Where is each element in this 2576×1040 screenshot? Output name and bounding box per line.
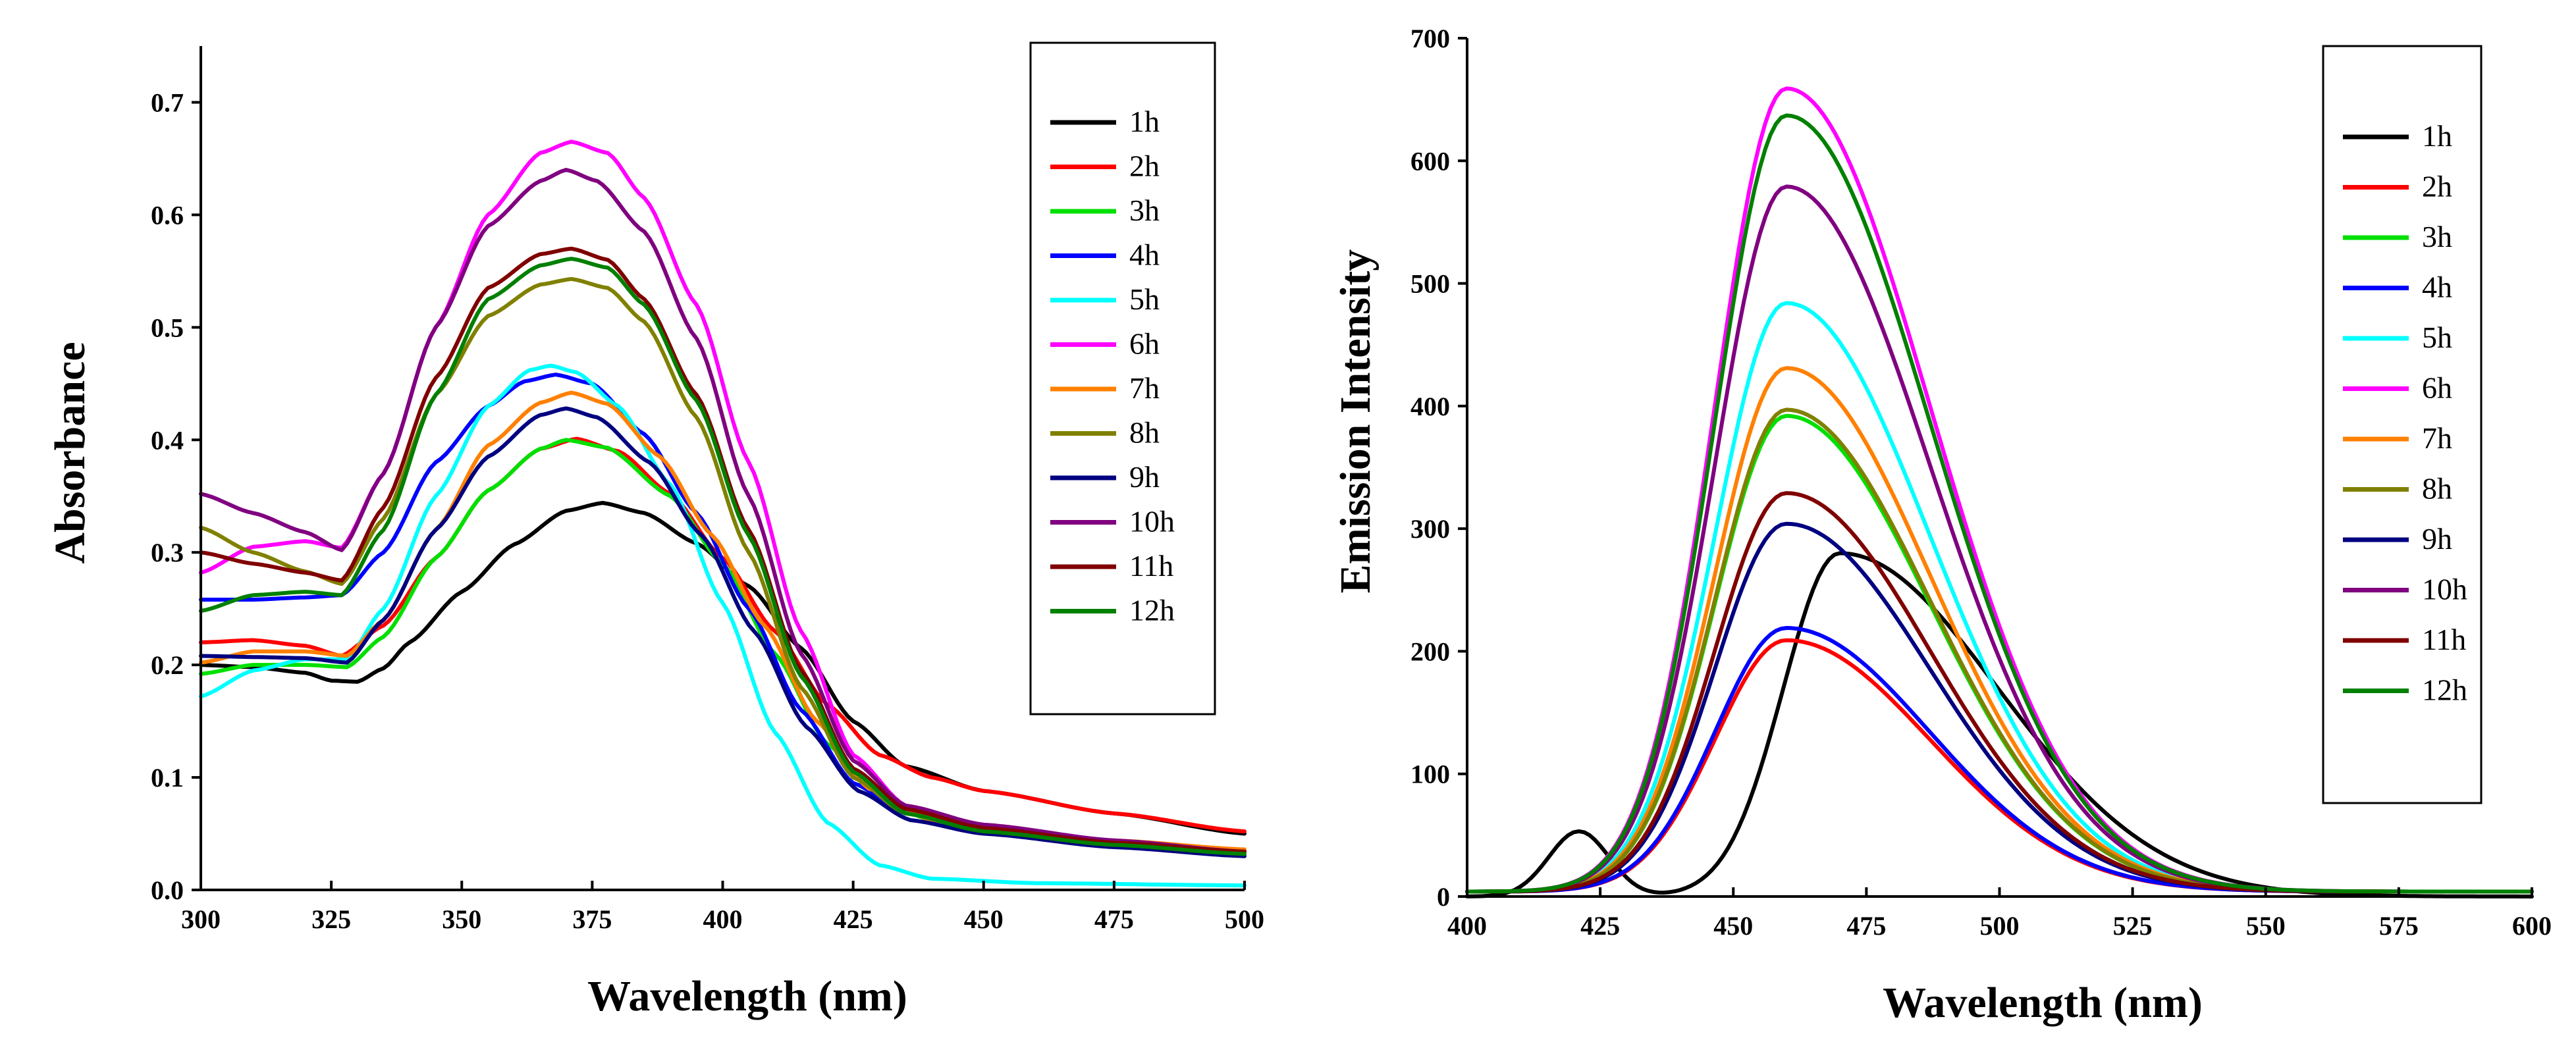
emission-legend-label-5h: 5h [2422, 321, 2452, 354]
emission-legend-box [2322, 45, 2482, 804]
absorbance-x-axis-title: Wavelength (nm) [587, 972, 907, 1020]
absorbance-x-tick-label: 300 [181, 904, 221, 934]
emission-chart: 400 425 450 475 500 525 550 575 600 0 100 200 300 400… [1331, 24, 2552, 1027]
absorbance-x-tick-label: 425 [834, 904, 873, 934]
absorbance-y-tick-label: 0.2 [151, 650, 184, 680]
emission-x-tick-label: 500 [1980, 911, 2020, 941]
emission-x-axis-title: Wavelength (nm) [1883, 979, 2203, 1027]
absorbance-series-5h [199, 363, 1247, 888]
emission-axes: 400 425 450 475 500 525 550 575 600 0 100 200 300 400… [1410, 24, 2552, 941]
emission-x-tick-label: 475 [1846, 911, 1886, 941]
emission-x-tick-label: 400 [1447, 911, 1487, 941]
emission-x-tick-label: 425 [1580, 911, 1620, 941]
emission-x-tick-label: 575 [2379, 911, 2419, 941]
emission-y-tick-label: 100 [1410, 760, 1450, 789]
absorbance-y-tick-label: 0.3 [151, 538, 184, 567]
emission-series [1465, 86, 2534, 898]
absorbance-legend-label-10h: 10h [1129, 505, 1175, 538]
emission-series-12h [1465, 113, 2534, 894]
absorbance-legend-label-11h: 11h [1129, 549, 1173, 583]
absorbance-legend-label-6h: 6h [1129, 327, 1160, 361]
absorbance-x-tick-label: 475 [1094, 904, 1134, 934]
emission-legend-label-9h: 9h [2422, 522, 2452, 556]
absorbance-x-tick-label: 325 [311, 904, 351, 934]
absorbance-legend-label-12h: 12h [1129, 594, 1175, 627]
emission-legend-label-12h: 12h [2422, 673, 2467, 707]
absorbance-legend-label-8h: 8h [1129, 416, 1160, 450]
absorbance-series [199, 140, 1247, 888]
emission-y-tick-label: 400 [1410, 392, 1450, 421]
absorbance-series-9h [199, 406, 1247, 858]
emission-legend-label-3h: 3h [2422, 220, 2452, 253]
absorbance-x-tick-label: 375 [572, 904, 612, 934]
emission-series-1h [1465, 551, 2534, 898]
emission-y-tick-label: 300 [1410, 514, 1450, 544]
emission-legend-label-8h: 8h [2422, 472, 2452, 506]
absorbance-x-tick-label: 400 [703, 904, 743, 934]
emission-legend: 1h 2h 3h 4h 5h 6h 7h 8h 9h 10h 11h 12h [2322, 45, 2482, 804]
absorbance-x-tick-label: 350 [442, 904, 481, 934]
absorbance-legend-label-2h: 2h [1129, 149, 1160, 183]
absorbance-y-tick-label: 0.5 [151, 313, 184, 342]
absorbance-y-tick-label: 0.4 [151, 425, 184, 455]
absorbance-legend-label-9h: 9h [1129, 460, 1160, 494]
absorbance-legend-label-5h: 5h [1129, 282, 1160, 316]
absorbance-series-12h [199, 257, 1247, 856]
absorbance-legend-label-4h: 4h [1129, 238, 1160, 272]
absorbance-y-tick-label: 0.0 [151, 875, 184, 905]
absorbance-y-tick-label: 0.7 [151, 88, 184, 117]
absorbance-legend: 1h 2h 3h 4h 5h 6h 7h 8h 9h 10h 11h 12h [1029, 41, 1216, 715]
emission-x-tick-label: 550 [2246, 911, 2286, 941]
emission-x-tick-label: 600 [2512, 911, 2552, 941]
absorbance-legend-box [1029, 41, 1216, 715]
emission-legend-label-7h: 7h [2422, 421, 2452, 455]
absorbance-x-tick-label: 450 [964, 904, 1004, 934]
emission-legend-label-2h: 2h [2422, 170, 2452, 203]
emission-legend-label-11h: 11h [2422, 623, 2466, 656]
absorbance-y-axis-title: Absorbance [46, 342, 94, 563]
emission-y-tick-label: 0 [1437, 882, 1450, 912]
emission-y-tick-label: 600 [1410, 146, 1450, 176]
emission-y-tick-label: 200 [1410, 637, 1450, 666]
emission-y-tick-label: 500 [1410, 269, 1450, 299]
absorbance-legend-label-1h: 1h [1129, 105, 1160, 138]
emission-legend-label-6h: 6h [2422, 371, 2452, 405]
emission-legend-label-10h: 10h [2422, 573, 2467, 606]
emission-legend-label-1h: 1h [2422, 119, 2452, 153]
emission-legend-label-4h: 4h [2422, 271, 2452, 304]
absorbance-y-tick-label: 0.1 [151, 763, 184, 793]
absorbance-x-tick-label: 500 [1225, 904, 1264, 934]
absorbance-series-10h [199, 168, 1247, 854]
absorbance-y-tick-label: 0.6 [151, 200, 184, 230]
absorbance-axes: 300 325 350 375 400 425 450 475 500 0.0 0.1 0.2 0.3 0… [151, 46, 1264, 934]
emission-x-tick-label: 450 [1713, 911, 1753, 941]
emission-x-tick-label: 525 [2113, 911, 2153, 941]
absorbance-chart: 300 325 350 375 400 425 450 475 500 0.0 0.1 0.2 0.3 0… [46, 41, 1264, 1020]
emission-y-tick-label: 700 [1410, 24, 1450, 53]
absorbance-legend-label-3h: 3h [1129, 194, 1160, 227]
absorbance-legend-label-7h: 7h [1129, 371, 1160, 405]
emission-y-axis-title: Emission Intensity [1331, 249, 1380, 594]
